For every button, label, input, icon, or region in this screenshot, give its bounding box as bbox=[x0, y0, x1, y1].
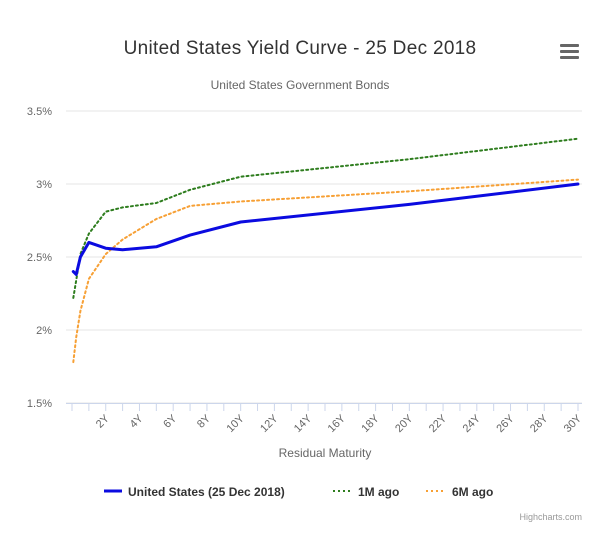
x-tick-label: 2Y bbox=[94, 412, 112, 430]
x-axis-label: Residual Maturity bbox=[279, 446, 372, 460]
x-tick-label: 8Y bbox=[195, 412, 213, 430]
x-tick-label: 10Y bbox=[224, 412, 247, 435]
credits-link[interactable]: Highcharts.com bbox=[519, 512, 582, 522]
y-tick-label: 2.5% bbox=[27, 252, 52, 264]
x-tick-label: 12Y bbox=[258, 412, 281, 435]
y-tick-label: 1.5% bbox=[27, 398, 52, 410]
x-tick-label: 28Y bbox=[528, 412, 551, 435]
chart-menu-icon[interactable] bbox=[558, 44, 582, 64]
x-tick-label: 22Y bbox=[427, 412, 450, 435]
series-line-6m-ago bbox=[72, 178, 579, 364]
chart-subtitle: United States Government Bonds bbox=[210, 78, 390, 92]
legend-label: 1M ago bbox=[358, 485, 399, 499]
y-tick-label: 3.5% bbox=[27, 106, 52, 118]
x-tick-label: 26Y bbox=[494, 412, 517, 435]
legend-label: United States (25 Dec 2018) bbox=[128, 485, 285, 499]
x-tick-label: 20Y bbox=[393, 412, 416, 435]
grid-lines bbox=[66, 110, 582, 404]
x-tick-label: 6Y bbox=[161, 412, 179, 430]
x-tick-label: 18Y bbox=[359, 412, 382, 435]
x-tick-label: 16Y bbox=[326, 412, 349, 435]
x-tick-label: 14Y bbox=[292, 412, 315, 435]
y-tick-label: 2% bbox=[36, 325, 52, 337]
series-line-1m-ago bbox=[72, 137, 579, 299]
x-tick-label: 4Y bbox=[128, 412, 146, 430]
y-axis-ticks: 1.5% 2% 2.5% 3% 3.5% bbox=[27, 106, 52, 410]
x-axis: 2Y 4Y 6Y 8Y 10Y 12Y 14Y 16Y 18Y 20Y 22Y 24Y 26Y 28Y 30… bbox=[66, 403, 585, 435]
y-tick-label: 3% bbox=[36, 179, 52, 191]
legend-item-united-states[interactable]: United States (25 Dec 2018) bbox=[104, 485, 285, 499]
legend: United States (25 Dec 2018) 1M ago 6M ago bbox=[104, 485, 493, 499]
legend-item-1m-ago[interactable]: 1M ago bbox=[333, 485, 399, 499]
legend-item-6m-ago[interactable]: 6M ago bbox=[426, 485, 493, 499]
x-tick-label: 30Y bbox=[562, 412, 585, 435]
x-tick-label: 24Y bbox=[461, 412, 484, 435]
chart-title: United States Yield Curve - 25 Dec 2018 bbox=[123, 38, 477, 59]
series-lines bbox=[71, 137, 580, 364]
legend-label: 6M ago bbox=[452, 485, 493, 499]
series-line-united-states bbox=[71, 182, 580, 276]
